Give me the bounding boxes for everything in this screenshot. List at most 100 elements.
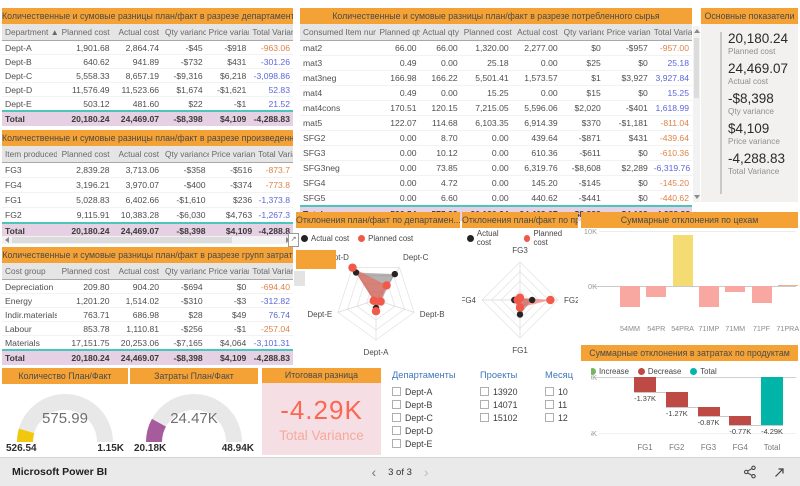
table-row[interactable]: FG2 9,115.91 10,383.28 -$6,030 $4,763 -1,267.…	[2, 207, 293, 223]
radar-points-planned[interactable]	[513, 293, 555, 312]
bar-71PF[interactable]	[751, 286, 772, 303]
column-header[interactable]: Qty variance	[162, 263, 206, 280]
table-row[interactable]: SFG4 0.00 4.72 0.00 145.20 -$145 $0 -145.20	[300, 175, 692, 191]
table-row[interactable]: SFG2 0.00 8.70 0.00 439.64 -$871 $431 -439.64	[300, 130, 692, 146]
waterfall-bar-FG1[interactable]	[634, 377, 656, 393]
table-row[interactable]: mat2 66.00 66.00 1,320.00 2,277.00 $0 -$957 -95…	[300, 40, 692, 56]
slicer-item-12[interactable]: 12	[545, 411, 591, 424]
table-row[interactable]: Materials 17,151.75 20,253.06 -$7,165 $4,064…	[2, 335, 293, 350]
column-header[interactable]: Planned cost	[57, 24, 113, 41]
slicer-item-15102[interactable]: 15102	[480, 411, 538, 424]
column-header[interactable]: Actual qty	[419, 24, 461, 41]
share-icon[interactable]	[743, 465, 757, 479]
column-header[interactable]: Item produced	[2, 146, 58, 163]
checkbox-icon[interactable]	[545, 413, 554, 422]
column-header[interactable]: Qty variance	[162, 24, 206, 41]
slicer-item-Dept-C[interactable]: Dept-C	[392, 411, 474, 424]
bar-71MM[interactable]	[725, 286, 746, 292]
bar-54PRA[interactable]	[672, 234, 693, 286]
column-header[interactable]: Planned cost	[57, 263, 113, 280]
checkbox-icon[interactable]	[480, 413, 489, 422]
slicer-item-11[interactable]: 11	[545, 398, 591, 411]
vertical-scrollbar[interactable]	[693, 26, 700, 202]
checkbox-icon[interactable]	[392, 413, 401, 422]
table-row[interactable]: Dept-B 640.62 941.89 -$732 $431 -301.26	[2, 54, 293, 69]
scrollbar-thumb[interactable]	[12, 237, 232, 243]
slicer-item-Dept-E[interactable]: Dept-E	[392, 437, 474, 450]
slicer-item-13920[interactable]: 13920	[480, 385, 538, 398]
table-row[interactable]: SFG3neg 0.00 73.85 0.00 6,319.76 -$8,608 $2,28…	[300, 160, 692, 176]
column-header[interactable]: Consumed Item number	[300, 24, 377, 41]
column-header[interactable]: Actual cost	[511, 24, 561, 41]
table-row[interactable]: Dept-D 11,576.49 11,523.66 $1,674 -$1,621 52.…	[2, 82, 293, 97]
checkbox-icon[interactable]	[392, 387, 401, 396]
table-row[interactable]: mat4cons 170.51 120.15 7,215.05 5,596.06 $2,0…	[300, 100, 692, 116]
table-row[interactable]: FG3 2,839.28 3,713.06 -$358 -$516 -873.7	[2, 162, 293, 178]
slicer-item-Dept-A[interactable]: Dept-A	[392, 385, 474, 398]
checkbox-icon[interactable]	[392, 426, 401, 435]
column-header[interactable]: Actual cost	[112, 263, 163, 280]
popout-icon[interactable]: ↗	[288, 233, 299, 247]
horizontal-scrollbar[interactable]	[2, 236, 293, 244]
column-header[interactable]: Planned qty	[376, 24, 420, 41]
column-header[interactable]: Actual cost	[112, 24, 163, 41]
bar-54PR[interactable]	[646, 286, 667, 297]
scroll-up-icon[interactable]	[693, 29, 700, 33]
column-header[interactable]: Total Variance	[249, 24, 293, 41]
slicer-item-14071[interactable]: 14071	[480, 398, 538, 411]
waterfall-bar-FG2[interactable]	[665, 392, 688, 407]
column-header[interactable]: Cost group	[2, 263, 58, 280]
table-row[interactable]: SFG3 0.00 10.12 0.00 610.36 -$611 $0 -610.36	[300, 145, 692, 161]
column-header[interactable]: Actual cost	[112, 146, 163, 163]
column-header[interactable]: Planned cost	[57, 146, 113, 163]
scrollbar-thumb[interactable]	[694, 38, 699, 98]
slicer-header[interactable]: Месяц	[545, 370, 574, 380]
table-row[interactable]: Dept-C 5,558.33 8,657.19 -$9,316 $6,218 -3,09…	[2, 68, 293, 83]
table-row[interactable]: mat5 122.07 114.68 6,103.35 6,914.39 $370 -$1,…	[300, 115, 692, 131]
slicer-item-Dept-B[interactable]: Dept-B	[392, 398, 474, 411]
column-header[interactable]: Total Variance	[249, 263, 293, 280]
radar-points-planned[interactable]	[348, 263, 391, 316]
column-header[interactable]: Price variance	[603, 24, 651, 41]
fullscreen-icon[interactable]	[773, 466, 786, 479]
slicer-item-Dept-D[interactable]: Dept-D	[392, 424, 474, 437]
slicer-item-10[interactable]: 10	[545, 385, 591, 398]
next-page-button[interactable]: ›	[423, 464, 429, 480]
bar-71IMP[interactable]	[698, 286, 719, 307]
table-row[interactable]: Dept-E 503.12 481.60 $22 -$1 21.52	[2, 96, 293, 111]
slicer-header[interactable]: Проекты	[480, 370, 518, 380]
waterfall-bar-FG3[interactable]	[697, 406, 720, 417]
table-row[interactable]: SFG5 0.00 6.60 0.00 440.62 -$441 $0 -440.62	[300, 190, 692, 206]
table-row[interactable]: Energy 1,201.20 1,514.02 -$310 -$3 -312.82	[2, 293, 293, 308]
checkbox-icon[interactable]	[480, 400, 489, 409]
checkbox-icon[interactable]	[480, 387, 489, 396]
scroll-left-icon[interactable]	[5, 237, 9, 243]
column-header[interactable]: Total Varianc	[255, 146, 293, 163]
column-header[interactable]: Qty variance ▼	[162, 146, 209, 163]
checkbox-icon[interactable]	[545, 400, 554, 409]
waterfall-bar-FG4[interactable]	[729, 416, 752, 425]
column-header[interactable]: Department ▲	[2, 24, 58, 41]
column-header[interactable]: Total Variance	[650, 24, 692, 41]
table-row[interactable]: mat3 0.49 0.00 25.18 0.00 $25 $0 25.18	[300, 55, 692, 71]
checkbox-icon[interactable]	[392, 439, 401, 448]
table-row[interactable]: mat4 0.49 0.00 15.25 0.00 $15 $0 15.25	[300, 85, 692, 101]
column-header[interactable]: Price variance	[205, 24, 250, 41]
checkbox-icon[interactable]	[392, 400, 401, 409]
bar-54MM[interactable]	[620, 286, 640, 307]
table-row[interactable]: FG4 3,196.21 3,970.07 -$400 -$374 -773.8	[2, 177, 293, 193]
table-row[interactable]: Dept-A 1,901.68 2,864.74 -$45 -$918 -963.06	[2, 40, 293, 55]
column-header[interactable]: Qty variance	[560, 24, 604, 41]
table-row[interactable]: FG1 5,028.83 6,402.66 -$1,610 $236 -1,373.8	[2, 192, 293, 208]
table-row[interactable]: Indir.materials 763.71 686.98 $28 $49 76.74	[2, 307, 293, 322]
table-row[interactable]: mat3neg 166.98 166.22 5,501.41 1,573.57 $1 $3,…	[300, 70, 692, 86]
scroll-down-icon[interactable]	[693, 195, 700, 199]
bar-71PRA[interactable]	[777, 284, 798, 286]
prev-page-button[interactable]: ‹	[371, 464, 377, 480]
table-row[interactable]: Labour 853.78 1,110.81 -$256 -$1 -257.04	[2, 321, 293, 336]
checkbox-icon[interactable]	[545, 387, 554, 396]
waterfall-bar-Total[interactable]	[761, 377, 783, 426]
column-header[interactable]: Price variance	[208, 146, 256, 163]
column-header[interactable]: Price variance	[205, 263, 250, 280]
slicer-header[interactable]: Департаменты	[392, 370, 456, 380]
